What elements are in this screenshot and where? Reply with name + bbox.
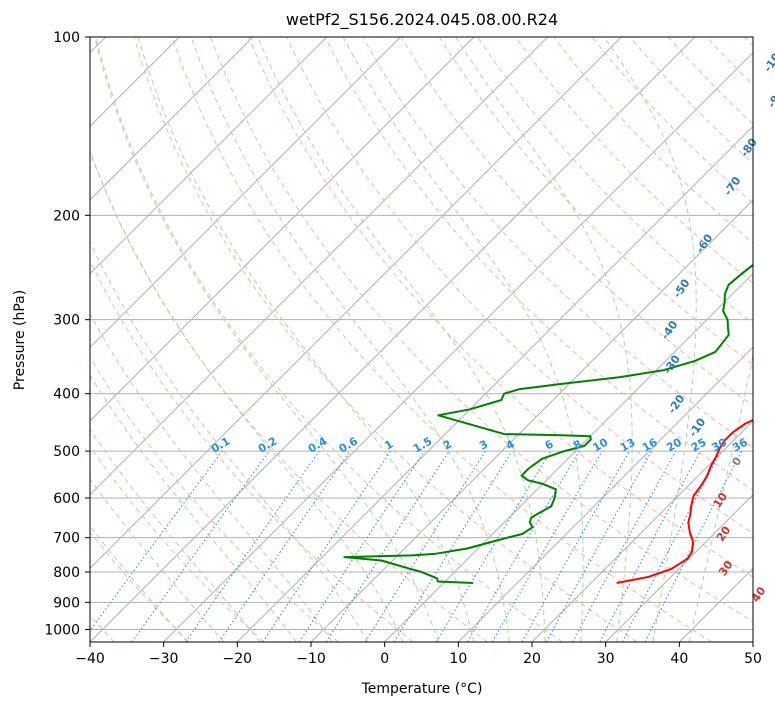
isotherm-line (457, 346, 753, 642)
mixing-ratio-lines (90, 450, 743, 642)
x-tick-label: −40 (75, 651, 105, 667)
moist-adiabat (342, 37, 584, 642)
dry-adiabat (324, 37, 753, 491)
mixing-ratio-line (521, 450, 630, 642)
moist-adiabat (90, 478, 225, 642)
isotherm-line (90, 37, 696, 642)
isotherm-line (384, 272, 753, 642)
y-tick-label: 200 (53, 208, 80, 224)
dry-adiabat (210, 37, 753, 623)
x-tick-label: 10 (449, 651, 467, 667)
y-tick-label: 600 (53, 491, 80, 507)
moist-adiabat (90, 428, 261, 642)
mixing-ratio-line (467, 450, 580, 642)
mixing-ratio-line (218, 450, 351, 642)
isotherm-line (531, 420, 753, 642)
isotherm-line (163, 51, 753, 642)
x-tick-label: 0 (380, 651, 389, 667)
mixing-ratio-line (364, 450, 486, 642)
x-tick-label: −10 (296, 651, 326, 667)
mixing-ratio-line (90, 450, 223, 632)
y-axis-label: Pressure (hPa) (12, 290, 28, 390)
dry-adiabat (90, 356, 339, 642)
axes: −40 −30 −20 −10 0 10 20 30 40 50 100 200 300 400 500 60… (44, 30, 762, 667)
dry-adiabat (90, 259, 414, 642)
dry-adiabat (438, 37, 753, 365)
moist-adiabat (257, 37, 546, 642)
dry-adiabat (286, 37, 753, 534)
mixing-ratio-line (491, 450, 603, 642)
isotherm-line (90, 37, 401, 349)
y-tick-label: 1000 (44, 622, 80, 638)
data-lines (343, 263, 753, 584)
plot-frame (89, 36, 754, 643)
mixing-ratio-line (325, 450, 450, 642)
dry-adiabat (90, 531, 190, 642)
moist-adiabat (90, 525, 188, 642)
moist-adiabat (90, 149, 404, 642)
x-tick-label: 20 (523, 651, 541, 667)
temperature-line (616, 418, 753, 584)
x-tick-label: −30 (149, 651, 179, 667)
y-tick-label: 900 (53, 595, 80, 611)
y-tick-label: 700 (53, 531, 80, 547)
moist-adiabat (603, 37, 697, 642)
isotherm-line (90, 37, 475, 422)
moist-adiabat (137, 37, 475, 642)
isotherm-line (90, 37, 622, 570)
mixing-ratio-line (185, 450, 320, 642)
mixing-ratio-line (435, 450, 552, 642)
moist-adiabat (94, 37, 439, 642)
mixing-ratio-line (131, 450, 270, 642)
x-tick-label: 40 (670, 651, 688, 667)
mixing-ratio-line (572, 450, 677, 642)
isotherm-line (90, 37, 328, 275)
isotherm-line (90, 37, 549, 496)
y-tick-label: 400 (53, 387, 80, 403)
x-tick-label: 30 (597, 651, 615, 667)
mixing-ratio-line (393, 450, 513, 642)
dewpoint-line (343, 263, 753, 584)
isotherm-line (605, 493, 753, 642)
dry-adiabat (400, 37, 753, 407)
x-tick-label: −20 (223, 651, 253, 667)
dry-adiabat (95, 37, 563, 642)
dry-adiabat-label: -90 (765, 86, 775, 110)
dry-adiabat (362, 37, 753, 449)
dry-adiabat (248, 37, 753, 578)
y-tick-label: 100 (53, 30, 80, 46)
isotherm-line (90, 37, 254, 201)
x-axis-label: Temperature (°C) (361, 681, 483, 697)
chart-title: wetPf2_S156.2024.045.08.00.R24 (286, 10, 558, 30)
background-lines (90, 37, 753, 642)
moist-adiabat (90, 240, 369, 642)
y-tick-label: 800 (53, 565, 80, 581)
y-tick-label: 300 (53, 313, 80, 329)
mixing-ratio-line (545, 450, 653, 642)
y-tick-label: 500 (53, 444, 80, 460)
x-tick-label: 50 (744, 651, 762, 667)
moist-adiabat (90, 374, 297, 642)
